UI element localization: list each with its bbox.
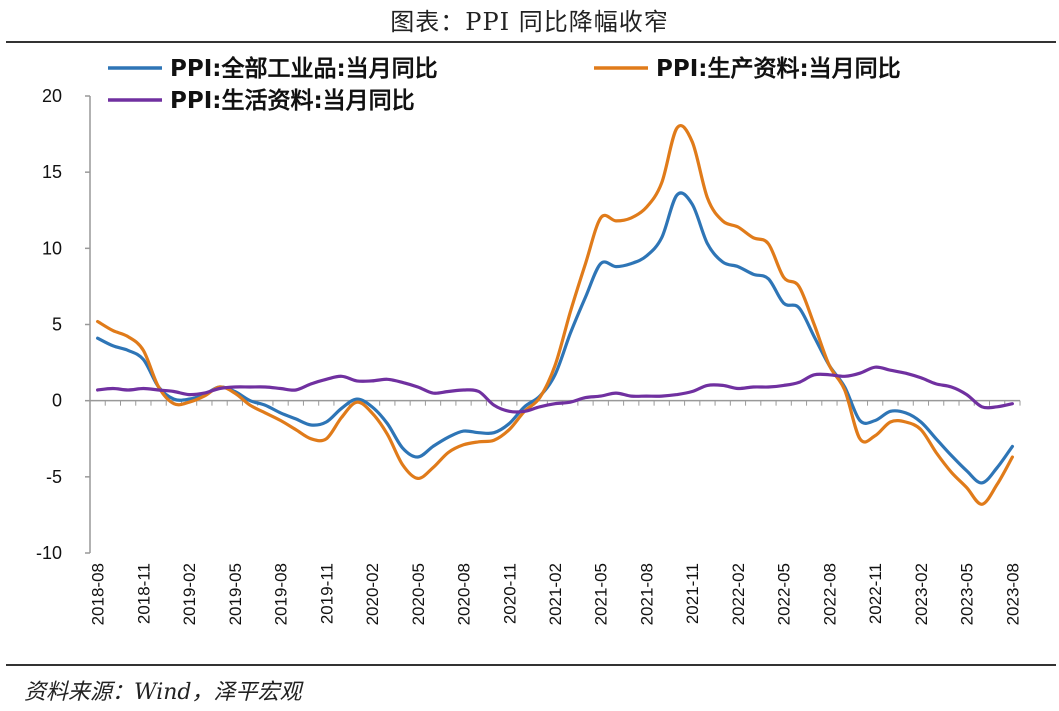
x-tick-label: 2019-08 [272, 563, 291, 625]
series-lines [96, 124, 1014, 506]
x-tick-label: 2019-02 [180, 563, 199, 625]
legend-entry-production-materials: PPI:生产资料:当月同比 [656, 55, 901, 82]
page-title: 图表：PPI 同比降幅收窄 [390, 8, 669, 36]
y-tick-label: 20 [42, 86, 62, 106]
y-axis: 20 15 10 5 0 -5 -10 [36, 86, 91, 563]
source-note: 资料来源：Wind，泽平宏观 [24, 680, 302, 705]
legend: PPI:全部工业品:当月同比 PPI:生产资料:当月同比 PPI:生活资料:当月同比 [108, 55, 901, 114]
x-tick-label: 2020-11 [500, 563, 519, 624]
x-tick-label: 2018-11 [134, 563, 153, 624]
x-tick-label: 2023-05 [958, 563, 977, 625]
y-tick-label: -5 [46, 467, 62, 487]
x-tick-label: 2021-05 [592, 563, 611, 625]
x-tick-label: 2021-11 [683, 563, 702, 624]
x-axis: 2018-08 2018-11 2019-02 2019-05 2019-08 2019-… [89, 399, 1022, 625]
x-tick-label: 2022-11 [866, 563, 885, 624]
legend-entry-consumer-goods: PPI:生活资料:当月同比 [170, 88, 415, 114]
y-tick-label: -10 [36, 543, 62, 563]
x-tick-label: 2019-05 [226, 563, 245, 625]
y-tick-label: 15 [42, 162, 62, 182]
x-tick-label: 2023-08 [1003, 563, 1022, 625]
top-rule [6, 41, 1056, 43]
y-tick-label: 10 [42, 238, 62, 258]
x-tick-label: 2020-08 [455, 563, 474, 625]
series-line-consumer-goods [96, 365, 1014, 414]
x-tick-label: 2021-08 [637, 563, 656, 625]
legend-entry-all-industrial: PPI:全部工业品:当月同比 [170, 55, 438, 82]
x-tick-label: 2018-08 [89, 563, 108, 625]
bottom-rule [6, 664, 1056, 666]
x-tick-label: 2020-05 [409, 563, 428, 625]
x-tick-label: 2020-02 [363, 563, 382, 625]
y-tick-label: 0 [52, 391, 62, 411]
x-tick-label: 2023-02 [912, 563, 931, 625]
series-line-production-materials [96, 124, 1014, 506]
x-tick-label: 2019-11 [317, 563, 336, 624]
x-tick-label: 2022-02 [729, 563, 748, 625]
x-tick-label: 2021-02 [546, 563, 565, 625]
x-tick-label: 2022-05 [775, 563, 794, 625]
y-tick-label: 5 [52, 315, 62, 335]
x-tick-label: 2022-08 [820, 563, 839, 625]
series-line-all-industrial [96, 191, 1014, 485]
